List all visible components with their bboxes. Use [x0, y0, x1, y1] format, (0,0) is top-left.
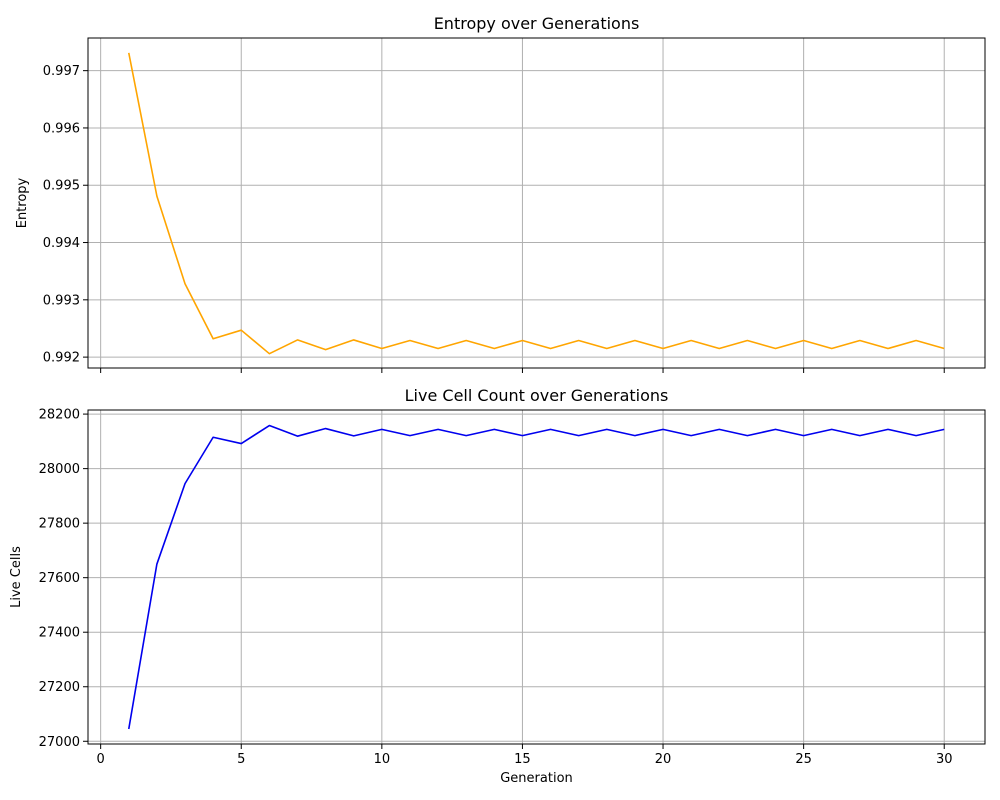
entropy-y-axis-label: Entropy — [15, 177, 30, 228]
live-cells-y-tick-label: 27800 — [39, 517, 80, 532]
live-cells-axes-frame — [87, 409, 986, 745]
live-cells-ticks: 0 5 10 15 20 25 30 27000 27200 27400 27600 27800 280… — [39, 408, 953, 767]
live-cells-x-tick-label: 0 — [97, 752, 105, 767]
live-cells-x-axis-label: Generation — [500, 771, 573, 786]
live-cells-y-tick-label: 27400 — [39, 626, 80, 641]
live-cells-y-tick-label: 27600 — [39, 571, 80, 586]
live-cells-x-tick-label: 15 — [514, 752, 531, 767]
live-cells-x-tick-label: 30 — [936, 752, 953, 767]
entropy-ticks: 0.992 0.993 0.994 0.995 0.996 0.997 — [43, 64, 945, 373]
live-cells-x-tick-label: 10 — [374, 752, 391, 767]
live-cells-y-tick-label: 27000 — [39, 735, 80, 750]
entropy-chart-title: Entropy over Generations — [434, 14, 640, 33]
entropy-axes-frame — [87, 37, 986, 369]
entropy-plot-area — [127, 52, 945, 355]
live-cells-x-tick-label: 5 — [237, 752, 245, 767]
live-cells-y-axis-label: Live Cells — [9, 546, 24, 608]
live-cells-series-line — [127, 424, 945, 730]
live-cells-x-tick-label: 20 — [655, 752, 672, 767]
entropy-subplot: 0.992 0.993 0.994 0.995 0.996 0.997 Entropy o… — [15, 14, 986, 373]
entropy-y-tick-label: 0.994 — [43, 236, 80, 251]
live-cells-chart-title: Live Cell Count over Generations — [405, 386, 669, 405]
live-cells-plot-area — [127, 424, 945, 730]
entropy-y-tick-label: 0.992 — [43, 351, 80, 366]
live-cells-grid — [88, 410, 985, 744]
entropy-series-line — [127, 52, 945, 355]
live-cells-y-tick-label: 27200 — [39, 680, 80, 695]
live-cells-subplot: 0 5 10 15 20 25 30 27000 27200 27400 27600 27800 280… — [9, 386, 986, 786]
entropy-y-tick-label: 0.997 — [43, 64, 80, 79]
entropy-y-tick-label: 0.993 — [43, 293, 80, 308]
entropy-grid — [88, 38, 985, 368]
entropy-y-tick-label: 0.995 — [43, 179, 80, 194]
live-cells-y-tick-label: 28000 — [39, 462, 80, 477]
live-cells-x-tick-label: 25 — [795, 752, 812, 767]
live-cells-y-tick-label: 28200 — [39, 408, 80, 423]
entropy-y-tick-label: 0.996 — [43, 121, 80, 136]
